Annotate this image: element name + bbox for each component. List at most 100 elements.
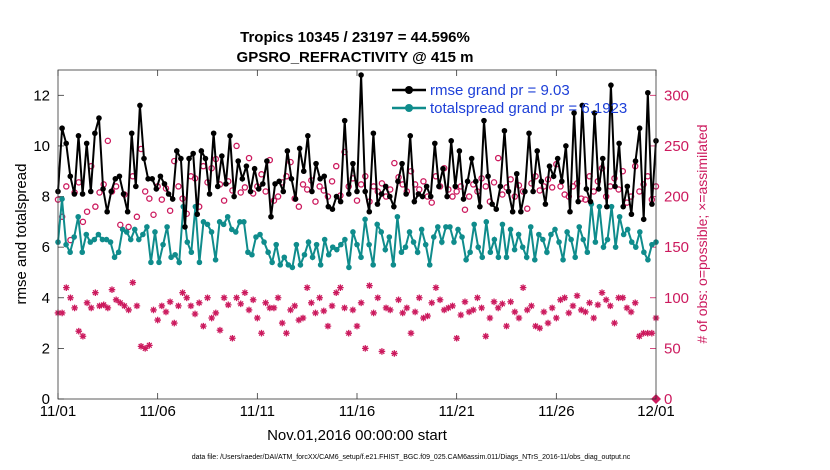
rmse-point — [407, 133, 414, 139]
rmse-point — [358, 72, 364, 78]
assimilated-obs-point — [453, 334, 460, 342]
totalspread-point — [277, 262, 284, 268]
rmse-point — [444, 193, 450, 200]
totalspread-point — [309, 254, 316, 261]
totalspread-point — [305, 239, 312, 245]
y-left-tick-label: 0 — [42, 391, 50, 408]
rmse-point — [251, 165, 258, 172]
rmse-point — [157, 173, 164, 180]
totalspread-point — [99, 236, 106, 243]
assimilated-obs-point — [382, 304, 390, 312]
totalspread-point — [156, 259, 162, 266]
assimilated-obs-point — [258, 329, 265, 337]
totalspread-point — [91, 236, 98, 243]
rmse-point — [616, 140, 622, 147]
rmse-point — [108, 188, 115, 195]
assimilated-obs-point — [536, 324, 544, 332]
possible-obs-point — [96, 189, 103, 196]
totalspread-point — [71, 234, 77, 240]
y-right-tick-label: 50 — [664, 340, 681, 357]
rmse-point — [337, 198, 344, 205]
possible-obs-point — [461, 206, 469, 213]
x-tick-label: 11/11 — [240, 403, 275, 420]
assimilated-obs-point — [507, 298, 514, 306]
possible-obs-point — [494, 154, 502, 162]
totalspread-point — [628, 239, 635, 245]
totalspread-point — [321, 236, 328, 243]
totalspread-point — [645, 257, 651, 263]
totalspread-point — [136, 236, 142, 243]
rmse-point — [456, 148, 463, 154]
rmse-point — [468, 155, 475, 162]
assimilated-obs-point — [607, 302, 614, 310]
totalspread-point — [220, 221, 227, 228]
assimilated-obs-point — [341, 304, 348, 312]
assimilated-obs-point — [108, 286, 116, 293]
totalspread-point — [499, 221, 506, 228]
rmse-point — [436, 183, 442, 190]
rmse-point — [509, 208, 516, 215]
totalspread-point — [212, 257, 219, 263]
x-tick-label: 11/16 — [339, 403, 375, 420]
assimilated-obs-point — [440, 306, 448, 314]
assimilated-obs-point — [557, 296, 564, 304]
totalspread-point — [447, 224, 453, 230]
rmse-point — [452, 183, 459, 190]
chart-title-line2: GPSRO_REFRACTIVITY @ 415 m — [237, 49, 474, 66]
assimilated-obs-point — [83, 299, 91, 307]
possible-obs-point — [548, 184, 556, 191]
rmse-point — [575, 198, 581, 205]
rmse-point — [386, 193, 393, 200]
rmse-point — [309, 188, 315, 195]
totalspread-point — [354, 241, 360, 248]
rmse-point — [423, 183, 430, 190]
assimilated-obs-point — [461, 298, 469, 306]
totalspread-point — [536, 231, 542, 238]
possible-obs-point — [490, 179, 498, 186]
assimilated-obs-point — [183, 294, 191, 302]
possible-obs-point — [428, 199, 435, 206]
rmse-point — [374, 201, 381, 207]
assimilated-obs-point — [283, 329, 290, 337]
assimilated-obs-point — [266, 304, 274, 312]
rmse-point — [370, 130, 377, 137]
assimilated-obs-point — [420, 314, 427, 322]
rmse-point — [259, 181, 266, 187]
totalspread-point — [414, 249, 421, 256]
possible-obs-point — [420, 178, 427, 185]
y-left-tick-label: 8 — [42, 189, 50, 206]
rmse-point — [481, 117, 487, 124]
possible-obs-point — [63, 183, 70, 190]
rmse-point — [169, 196, 176, 202]
assimilated-obs-point — [274, 294, 282, 302]
totalspread-point — [584, 249, 591, 256]
assimilated-obs-point — [445, 304, 452, 312]
x-tick-label: 11/01 — [40, 403, 76, 420]
rmse-point — [67, 173, 74, 180]
assimilated-obs-point — [96, 302, 103, 310]
rmse-point — [276, 178, 282, 185]
rmse-point — [432, 140, 438, 147]
rmse-point — [554, 155, 561, 162]
assimilated-obs-point — [532, 322, 539, 330]
y-left-tick-label: 12 — [33, 87, 50, 104]
x-tick-label: 11/26 — [538, 403, 574, 420]
totalspread-point — [281, 254, 288, 261]
totalspread-point — [107, 239, 114, 245]
totalspread-point — [580, 236, 587, 243]
assimilated-obs-point — [92, 289, 99, 297]
rmse-point — [96, 115, 102, 121]
assimilated-obs-point — [262, 299, 269, 307]
rmse-point — [83, 140, 90, 147]
totalspread-point — [293, 241, 300, 248]
rmse-point — [604, 203, 610, 210]
rmse-point — [411, 198, 418, 205]
possible-obs-point — [241, 184, 249, 191]
totalspread-point — [511, 246, 518, 253]
totalspread-point — [523, 254, 530, 261]
totalspread-point — [95, 231, 102, 238]
assimilated-obs-point — [129, 279, 137, 286]
assimilated-obs-point — [482, 332, 490, 340]
assimilated-obs-point — [179, 289, 186, 297]
assimilated-obs-point — [573, 292, 581, 300]
